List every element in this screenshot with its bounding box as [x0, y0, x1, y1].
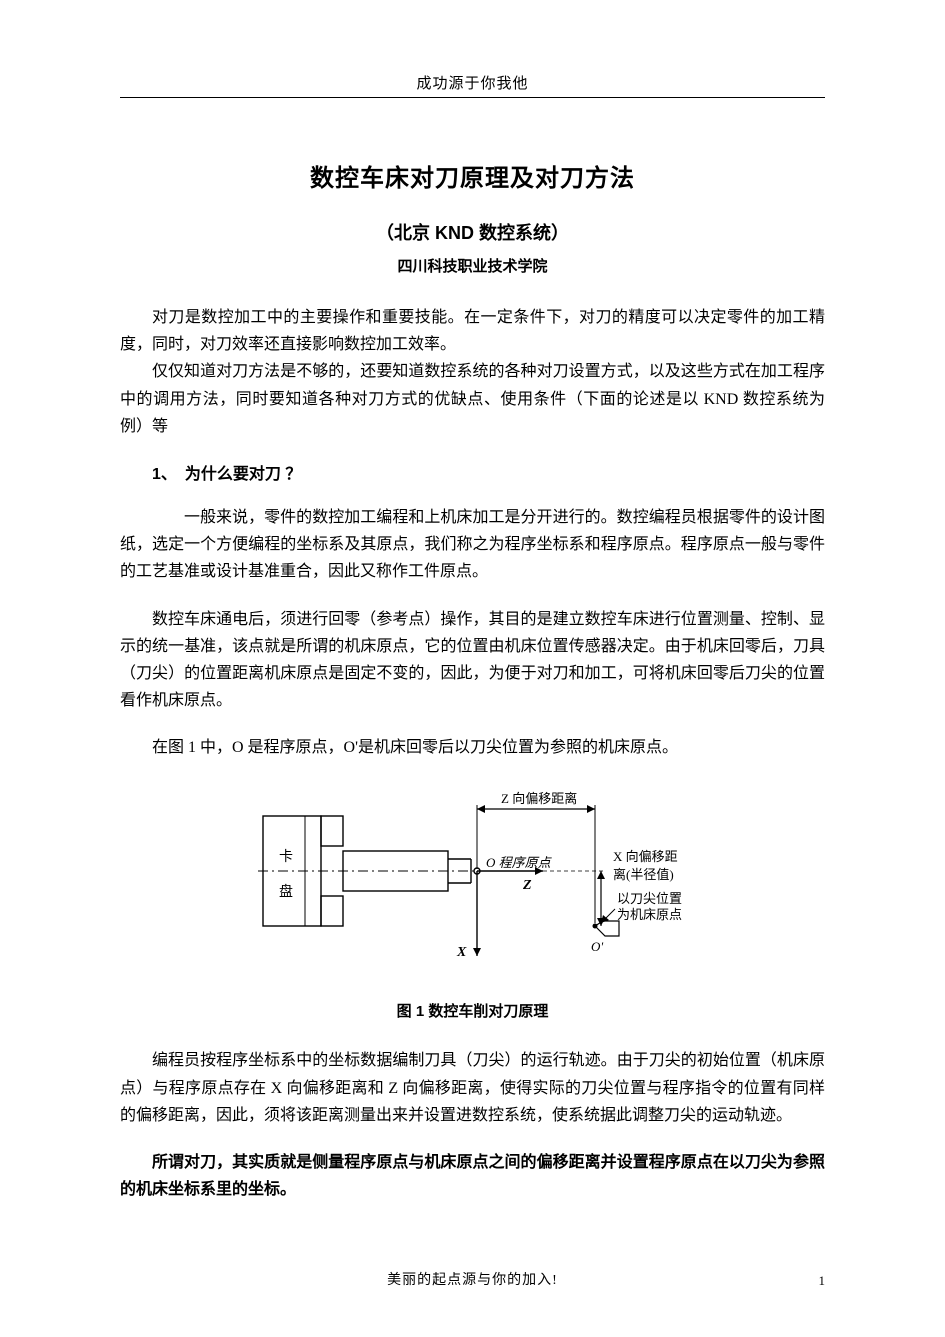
x-axis-arrowhead	[473, 948, 481, 956]
x-offset-label-l2: 离(半径值)	[613, 867, 674, 882]
figure-1: 卡 盘 O 程序原点 Z X	[120, 781, 825, 976]
x-offset-arrow-t	[597, 871, 605, 879]
page-footer: 美丽的起点源与你的加入!	[0, 1269, 945, 1289]
chuck-label-bottom: 盘	[279, 883, 293, 900]
tool-wedge	[595, 921, 619, 936]
o-origin-label: O 程序原点	[486, 855, 553, 870]
tool-tip-label-l2: 为机床原点	[617, 907, 682, 922]
paragraph-4: 在图 1 中，O 是程序原点，O'是机床回零后以刀尖位置为参照的机床原点。	[120, 734, 825, 761]
z-offset-arrow-r	[587, 805, 595, 813]
section-1-heading: 1、 为什么要对刀 ？	[120, 460, 825, 484]
document-title: 数控车床对刀原理及对刀方法	[120, 158, 825, 193]
paragraph-5: 编程员按程序坐标系中的坐标数据编制刀具（刀尖）的运行轨迹。由于刀尖的初始位置（机…	[120, 1047, 825, 1129]
paragraph-6: 所谓对刀，其实质就是侧量程序原点与机床原点之间的偏移距离并设置程序原点在以刀尖为…	[120, 1149, 825, 1203]
paragraph-3: 数控车床通电后，须进行回零（参考点）操作，其目的是建立数控车床进行位置测量、控制…	[120, 606, 825, 715]
z-axis-label: Z	[522, 878, 532, 893]
paragraph-2: 一般来说，零件的数控加工编程和上机床加工是分开进行的。数控编程员根据零件的设计图…	[120, 504, 825, 586]
page-header: 成功源于你我他	[120, 72, 825, 93]
document-institute: 四川科技职业技术学院	[120, 255, 825, 276]
page-number: 1	[819, 1273, 826, 1289]
z-offset-arrow-l	[477, 805, 485, 813]
x-axis-label: X	[456, 945, 467, 960]
tool-tip-label-l1: 以刀尖位置	[617, 891, 682, 906]
document-subtitle: （北京 KND 数控系统）	[120, 219, 825, 245]
intro-paragraph-1b: 仅仅知道对刀方法是不够的，还要知道数控系统的各种对刀设置方式，以及这些方式在加工…	[120, 358, 825, 440]
figure-1-caption: 图 1 数控车削对刀原理	[120, 1000, 825, 1021]
intro-paragraph-1a: 对刀是数控加工中的主要操作和重要技能。在一定条件下，对刀的精度可以决定零件的加工…	[120, 304, 825, 358]
z-offset-label: Z 向偏移距离	[501, 791, 577, 806]
document-page: 成功源于你我他 数控车床对刀原理及对刀方法 （北京 KND 数控系统） 四川科技…	[0, 0, 945, 1263]
header-rule	[120, 97, 825, 98]
chuck-label-top: 卡	[279, 849, 293, 865]
x-offset-label-l1: X 向偏移距	[613, 849, 678, 864]
chuck-step-top	[321, 816, 343, 846]
chuck-step-bottom	[321, 896, 343, 926]
figure-1-svg: 卡 盘 O 程序原点 Z X	[243, 781, 703, 971]
o-prime-label: O'	[591, 939, 603, 954]
